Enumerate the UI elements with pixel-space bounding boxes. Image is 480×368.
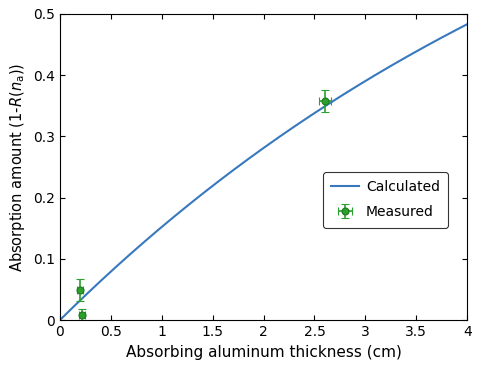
Calculated (455, 27, 460, 31)
Calculated (300, 119, 305, 123)
Calculated (253, 151, 259, 156)
Calculated (277, 134, 283, 138)
Calculated (465, 22, 470, 26)
Calculated (57, 318, 62, 322)
Calculated (391, 62, 396, 66)
Calculated (251, 153, 256, 158)
Line: Calculated: Calculated (60, 24, 468, 320)
Y-axis label: Absorption amount (1-$R(n_\mathrm{a})$): Absorption amount (1-$R(n_\mathrm{a})$) (8, 63, 27, 272)
X-axis label: Absorbing aluminum thickness (cm): Absorbing aluminum thickness (cm) (126, 345, 401, 360)
Legend: Calculated, Measured: Calculated, Measured (323, 172, 448, 227)
